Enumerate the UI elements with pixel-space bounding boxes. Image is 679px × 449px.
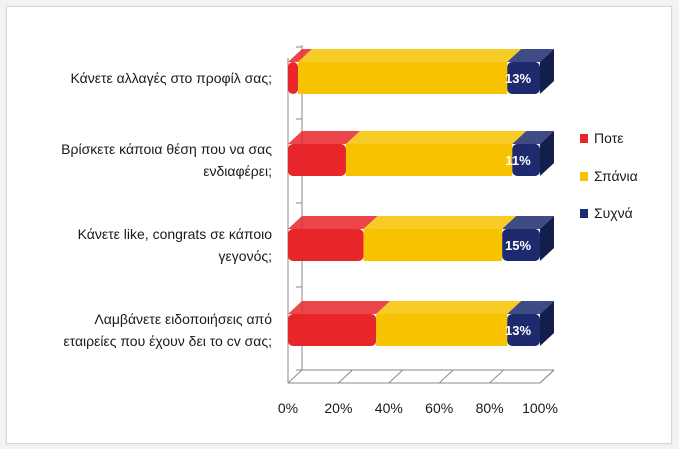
bar-segment [376, 314, 508, 346]
x-tick-mark [438, 369, 454, 384]
bar-segment [502, 229, 540, 261]
legend-label: Ποτε [594, 130, 623, 146]
x-tick-mark [388, 369, 404, 384]
bar-top-face [502, 216, 554, 229]
x-tick-label: 100% [522, 400, 558, 416]
legend-label: Σπάνια [594, 168, 638, 184]
bar-segment [345, 144, 513, 176]
legend-swatch [580, 172, 588, 181]
legend-swatch [580, 134, 588, 143]
x-tick-label: 80% [476, 400, 504, 416]
category-label: γεγονός; [219, 248, 272, 264]
bar-segment [507, 314, 540, 346]
category-label: Βρίσκετε κάποια θέση που να σας [61, 141, 272, 157]
bar-segment [512, 144, 540, 176]
bar-side-face [540, 216, 554, 261]
bar-top-face [512, 131, 554, 144]
bar-side-face [540, 49, 554, 94]
bar-segment [288, 229, 364, 261]
bar-top-face [376, 301, 522, 314]
bar-top-face [507, 301, 554, 314]
category-label: ενδιαφέρει; [203, 163, 272, 179]
x-tick-label: 0% [278, 400, 298, 416]
bar-segment [288, 144, 346, 176]
data-label: 15% [505, 238, 531, 253]
bar-segment [298, 62, 508, 94]
bar-side-face [540, 131, 554, 176]
bar-top-face [345, 131, 527, 144]
bar-side-face [540, 301, 554, 346]
x-tick-label: 20% [324, 400, 352, 416]
bar-top-face [288, 131, 360, 144]
x-tick-mark [539, 369, 555, 384]
x-tick-mark [338, 369, 353, 384]
bar-segment [507, 62, 540, 94]
bar-top-face [363, 216, 517, 229]
bar-segment [288, 62, 299, 94]
data-label: 13% [505, 323, 531, 338]
category-label: εταιρείες που έχουν δει το cv σας; [63, 333, 272, 349]
data-label: 11% [505, 153, 531, 168]
bar-top-face [507, 49, 554, 62]
data-label: 13% [505, 71, 531, 86]
x-tick-label: 40% [375, 400, 403, 416]
legend-label: Συχνά [594, 205, 633, 221]
bar-top-face [288, 49, 313, 62]
x-tick-mark [287, 369, 303, 384]
bar-segment [288, 314, 377, 346]
bar-top-face [288, 301, 391, 314]
legend-swatch [580, 209, 588, 218]
bar-top-face [298, 49, 522, 62]
x-tick-label: 60% [425, 400, 453, 416]
x-tick-mark [489, 369, 504, 384]
bar-segment [363, 229, 503, 261]
bar-top-face [288, 216, 378, 229]
category-label: Κάνετε like, congrats σε κάποιο [78, 226, 273, 242]
category-label: Λαμβάνετε ειδοποιήσεις από [94, 311, 272, 327]
category-label: Κάνετε αλλαγές στο προφίλ σας; [70, 70, 272, 86]
